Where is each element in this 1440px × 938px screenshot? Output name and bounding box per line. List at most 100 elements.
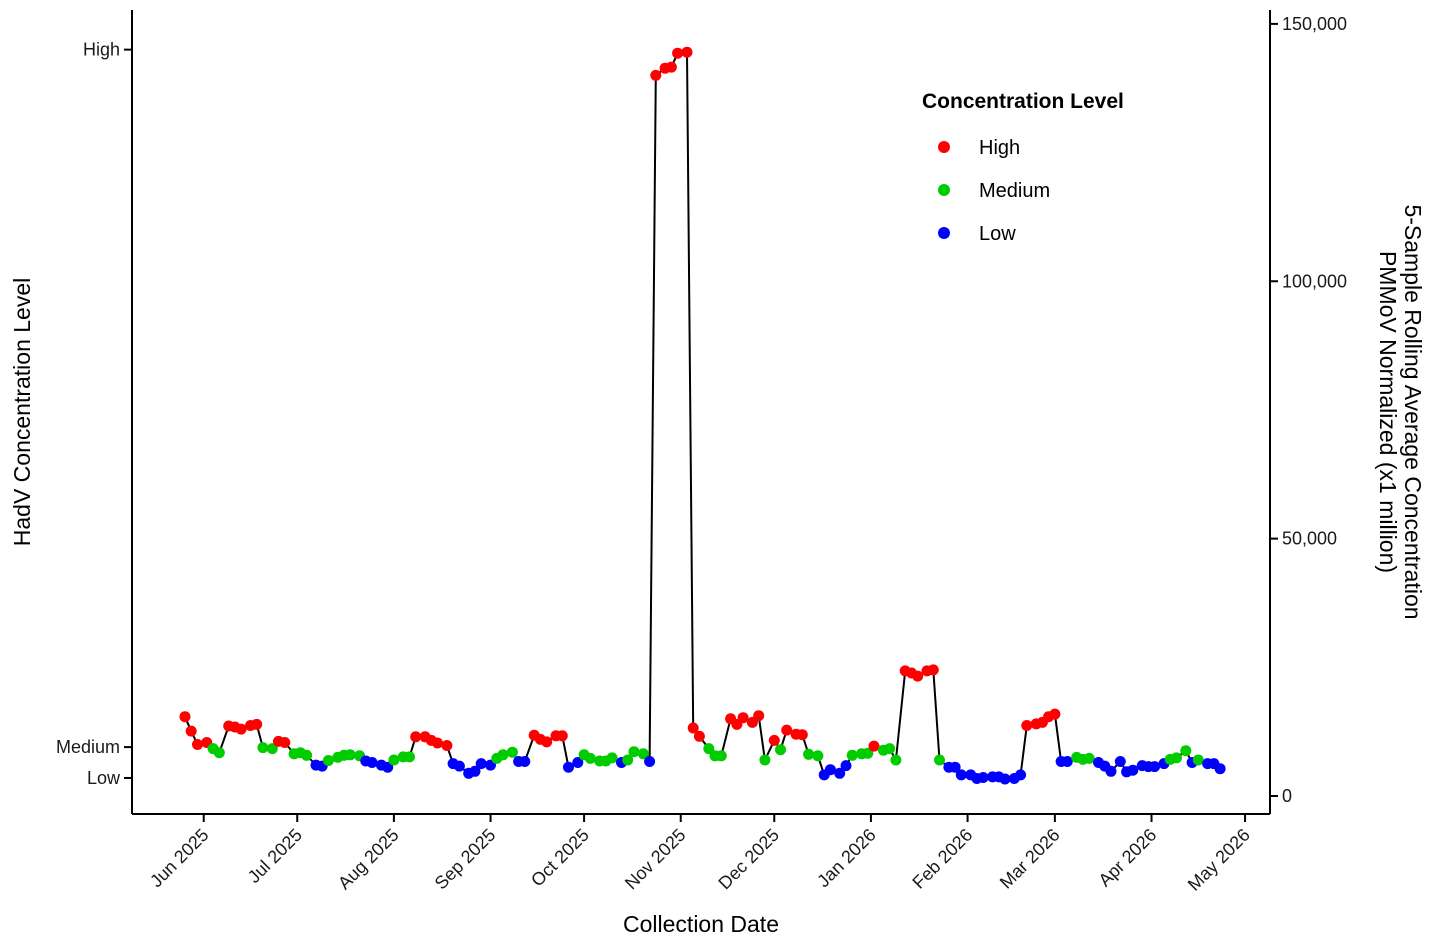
- data-point-high: [681, 46, 693, 58]
- data-point-medium: [775, 744, 786, 756]
- data-point-low: [572, 757, 584, 768]
- right-y-axis-title-line-2: PMMoV Normalized (x1 million): [1375, 251, 1401, 573]
- data-point-high: [868, 740, 880, 752]
- data-point-medium: [584, 752, 596, 764]
- data-point-low: [644, 756, 656, 767]
- data-point-low: [563, 761, 574, 773]
- data-point-medium: [1083, 752, 1095, 764]
- right-y-axis-ticks: 0 50,000 100,000 150,000: [1270, 14, 1347, 806]
- left-tick-label: High: [83, 40, 120, 60]
- left-tick-label: Low: [87, 768, 121, 788]
- x-axis-title: Collection Date: [623, 911, 779, 937]
- left-y-axis-title: HadV Concentration Level: [9, 278, 35, 547]
- data-point-low: [1114, 756, 1126, 767]
- legend-marker-medium: [938, 184, 950, 196]
- data-point-low: [453, 760, 465, 772]
- data-point-high: [693, 730, 705, 742]
- data-point-high: [185, 725, 197, 737]
- data-point-medium: [606, 752, 618, 764]
- data-point-medium: [506, 746, 518, 758]
- data-point-high: [650, 69, 662, 81]
- data-point-medium: [322, 755, 334, 766]
- data-point-high: [410, 731, 422, 743]
- concentration-series: [179, 46, 1226, 785]
- legend-label-medium: Medium: [979, 180, 1050, 202]
- data-point-low: [1127, 764, 1139, 776]
- data-point-medium: [759, 754, 771, 766]
- data-point-medium: [812, 750, 824, 762]
- data-point-high: [541, 736, 553, 748]
- data-point-low: [999, 773, 1011, 785]
- data-point-high: [1049, 708, 1061, 720]
- data-point-medium: [862, 747, 874, 759]
- data-point-low: [977, 772, 989, 783]
- data-point-low: [1061, 756, 1073, 767]
- data-point-high: [235, 723, 247, 735]
- data-point-high: [672, 47, 684, 59]
- data-point-medium: [628, 746, 640, 758]
- data-point-low: [1149, 761, 1161, 773]
- data-point-medium: [213, 747, 225, 759]
- data-point-medium: [301, 749, 313, 761]
- data-point-medium: [1192, 754, 1204, 766]
- data-point-high: [912, 670, 924, 682]
- data-point-medium: [266, 743, 278, 755]
- data-point-high: [753, 710, 765, 722]
- data-point-low: [366, 757, 378, 768]
- series-points: [179, 46, 1226, 785]
- data-point-low: [1214, 763, 1226, 775]
- data-point-medium: [344, 749, 356, 761]
- right-tick-label: 50,000: [1282, 529, 1337, 549]
- data-point-medium: [934, 754, 945, 766]
- data-point-low: [824, 764, 836, 776]
- legend-item-low: Low: [938, 223, 1016, 245]
- right-tick-label: 0: [1282, 786, 1292, 806]
- data-point-high: [665, 61, 677, 73]
- data-point-low: [949, 761, 961, 773]
- data-point-high: [179, 711, 191, 723]
- data-point-low: [475, 758, 487, 770]
- data-point-medium: [404, 751, 415, 763]
- legend: Concentration Level High Medium Low: [922, 90, 1124, 245]
- data-point-low: [1015, 769, 1027, 781]
- data-point-high: [441, 740, 453, 751]
- data-point-medium: [1171, 752, 1182, 764]
- right-y-axis-title-line-1: 5-Sample Rolling Average Concentration: [1400, 204, 1426, 619]
- data-point-low: [840, 760, 852, 772]
- data-point-high: [432, 737, 443, 749]
- right-tick-label: 150,000: [1282, 14, 1347, 34]
- data-point-low: [1105, 765, 1117, 777]
- data-point-medium: [890, 754, 902, 766]
- data-point-medium: [497, 749, 509, 761]
- data-point-high: [1021, 720, 1033, 731]
- right-tick-label: 100,000: [1282, 271, 1347, 291]
- left-y-axis-ticks: Low Medium High: [56, 40, 132, 788]
- data-point-low: [834, 767, 846, 779]
- data-point-low: [469, 765, 481, 777]
- data-point-medium: [803, 748, 815, 760]
- legend-item-high: High: [938, 137, 1020, 159]
- data-point-low: [382, 761, 394, 773]
- data-point-medium: [637, 748, 649, 760]
- data-point-low: [955, 769, 967, 781]
- data-point-medium: [715, 750, 727, 762]
- legend-marker-low: [938, 227, 950, 239]
- legend-label-low: Low: [979, 223, 1016, 245]
- legend-label-high: High: [979, 137, 1020, 159]
- data-point-high: [192, 739, 203, 750]
- data-point-high: [796, 729, 808, 741]
- data-point-high: [768, 734, 780, 746]
- right-y-axis-title: 5-Sample Rolling Average Concentration P…: [1375, 204, 1426, 619]
- legend-marker-high: [938, 141, 950, 153]
- data-point-medium: [257, 742, 269, 754]
- data-point-high: [556, 730, 568, 742]
- data-point-high: [279, 737, 291, 748]
- data-point-high: [781, 724, 793, 736]
- data-point-medium: [388, 754, 400, 766]
- data-point-high: [687, 722, 699, 734]
- left-tick-label: Medium: [56, 737, 120, 757]
- data-point-medium: [884, 743, 896, 755]
- data-point-high: [737, 712, 749, 724]
